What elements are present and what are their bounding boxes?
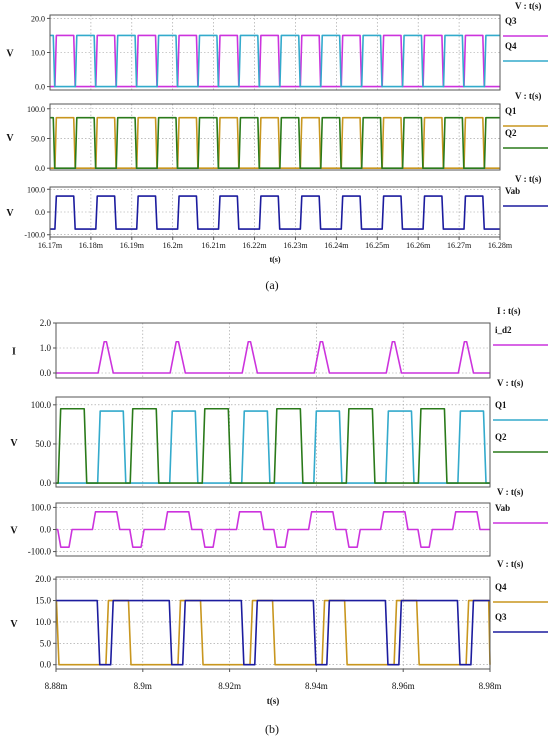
x-tick-label: 16.17m (38, 241, 63, 250)
panel-header: V : t(s) (497, 378, 523, 388)
panel-a2: 0.0 50.0 100.0 V V : t(s) Q1 Q2 (6, 91, 548, 173)
x-tick-label: 8.92m (218, 681, 241, 691)
legend-label-q4: Q4 (505, 41, 517, 51)
legend-label-q4: Q4 (495, 582, 507, 592)
series-q1 (56, 410, 490, 484)
y-axis-label: V (10, 526, 18, 537)
y-axis-label: V (6, 133, 14, 144)
panel-b1: 0.0 1.0 2.0 I I : t(s) i_d2 (12, 306, 548, 379)
y-axis-label: I (12, 347, 16, 358)
y-axis-label: V (10, 438, 18, 449)
y-tick-label: 15.0 (35, 596, 51, 606)
y-tick-label: 0.0 (35, 83, 45, 92)
plot-frame (49, 103, 501, 171)
caption-b: (b) (265, 722, 279, 736)
panel-header: V : t(s) (515, 1, 541, 11)
plot-frame (49, 186, 501, 238)
plot-frame (55, 576, 491, 670)
panel-header: V : t(s) (497, 487, 523, 497)
plot-frame (49, 14, 501, 91)
panel-header: I : t(s) (497, 306, 521, 316)
panel-header: V : t(s) (497, 559, 523, 569)
series-q2 (56, 407, 490, 484)
x-tick-label: 16.21m (202, 241, 227, 250)
y-tick-label: 100.0 (27, 105, 45, 114)
legend-label-q3: Q3 (495, 612, 507, 622)
y-axis-label: V (6, 208, 14, 219)
y-tick-label: 20.0 (31, 14, 45, 23)
plot-frame (55, 322, 491, 379)
y-tick-label: 0.0 (35, 208, 45, 217)
x-tick-label: 16.22m (242, 241, 267, 250)
x-axis-label: t(s) (267, 696, 280, 706)
y-tick-label: 10.0 (31, 49, 45, 58)
legend-label-vab: Vab (505, 186, 520, 196)
x-tick-label: 16.26m (406, 241, 431, 250)
series-q1 (50, 116, 500, 170)
panel-b4: 0.0 5.0 10.0 15.0 20.0 V V : t(s) Q4 Q3 8.88m 8.9m… (10, 559, 548, 706)
series-i-d2 (56, 340, 490, 374)
series-vab (50, 195, 500, 230)
x-axis-label: t(s) (269, 255, 280, 264)
chart-a: 0.0 10.0 20.0 V V : t(s) Q3 Q4 0.0 50.0 100.0 V V :… (6, 1, 548, 264)
y-tick-label: 10.0 (35, 617, 51, 627)
legend-label-q2: Q2 (495, 432, 507, 442)
chart-b: 0.0 1.0 2.0 I I : t(s) i_d2 0.0 50.0 100.0 V V : t… (10, 306, 548, 706)
legend-label-q3: Q3 (505, 16, 517, 26)
legend-label-q1: Q1 (505, 106, 517, 116)
series-q4 (55, 599, 491, 666)
y-tick-label: 100.0 (27, 185, 45, 194)
panel-b3: -100.0 0.0 100.0 V V : t(s) Vab (10, 487, 548, 557)
y-tick-label: 5.0 (40, 638, 52, 648)
x-tick-label: 16.23m (283, 241, 308, 250)
legend-label-vab: Vab (495, 503, 510, 513)
y-tick-label: 100.0 (31, 502, 52, 512)
y-axis-label: V (6, 49, 14, 60)
legend-label-q2: Q2 (505, 128, 517, 138)
y-tick-label: 20.0 (35, 574, 51, 584)
series-q3 (50, 34, 500, 88)
plot-frame (55, 502, 491, 557)
panel-a3: -100.0 0.0 100.0 V V : t(s) Vab 16.17m 16.18m 16… (6, 174, 548, 264)
plot-frame (55, 396, 491, 488)
x-tick-label: 8.96m (392, 681, 415, 691)
x-tick-label: 16.24m (324, 241, 349, 250)
caption-a: (a) (265, 278, 278, 292)
y-tick-label: 50.0 (31, 134, 45, 143)
y-axis-label: V (10, 619, 18, 630)
y-tick-label: 50.0 (35, 439, 51, 449)
y-tick-label: 1.0 (40, 343, 52, 353)
series-q3 (56, 599, 490, 666)
y-tick-label: -100.0 (24, 231, 45, 240)
y-tick-label: 0.0 (40, 660, 52, 670)
x-tick-label: 16.2m (163, 241, 184, 250)
y-tick-label: 100.0 (31, 400, 52, 410)
panel-header: V : t(s) (515, 174, 541, 184)
legend-label-q1: Q1 (495, 400, 507, 410)
panel-a1: 0.0 10.0 20.0 V V : t(s) Q3 Q4 (6, 1, 548, 92)
series-vab (56, 511, 490, 548)
y-tick-label: 0.0 (40, 368, 52, 378)
x-tick-label: 16.18m (79, 241, 104, 250)
legend-label-i-d2: i_d2 (495, 325, 512, 335)
x-tick-label: 8.98m (479, 681, 502, 691)
panel-header: V : t(s) (515, 91, 541, 101)
x-tick-label: 16.25m (365, 241, 390, 250)
x-tick-label: 8.94m (305, 681, 328, 691)
x-tick-label: 16.27m (447, 241, 472, 250)
series-q4 (50, 34, 500, 88)
x-tick-label: 8.9m (134, 681, 152, 691)
x-tick-label: 8.88m (45, 681, 68, 691)
y-tick-label: 2.0 (40, 318, 52, 328)
x-tick-label: 16.19m (120, 241, 145, 250)
x-tick-label: 16.28m (488, 241, 513, 250)
y-tick-label: 0.0 (40, 525, 52, 535)
panel-b2: 0.0 50.0 100.0 V V : t(s) Q1 Q2 (10, 378, 548, 488)
y-tick-label: 0.0 (40, 478, 52, 488)
y-tick-label: -100.0 (28, 547, 52, 557)
y-tick-label: 0.0 (35, 164, 45, 173)
series-q2 (50, 116, 500, 170)
